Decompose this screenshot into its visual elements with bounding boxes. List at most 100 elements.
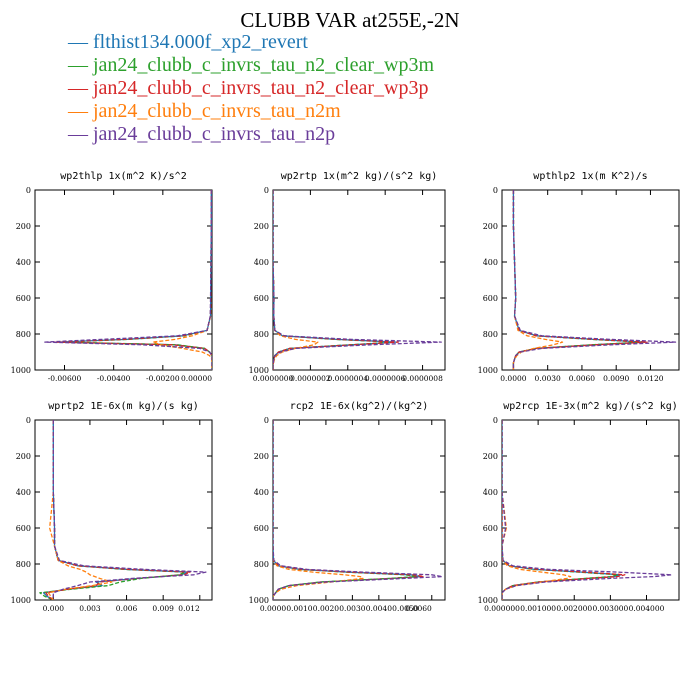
y-tick-label: 600 [483,524,498,533]
chart-title: wprtp2 1E-6x(m kg)/(s kg) [48,401,199,412]
y-tick-label: 600 [16,524,31,533]
series-line [273,420,425,600]
legend-item: — jan24_clubb_c_invrs_tau_n2_clear_wp3m [68,54,435,76]
y-tick-label: 400 [254,488,269,497]
y-tick-label: 0 [493,186,498,195]
chart-panel: wp2rcp 1E-3x(m^2 kg)/(s^2 kg) 0 200 400 600 8… [478,401,680,613]
y-tick-label: 0 [264,186,269,195]
y-tick-label: 400 [483,258,498,267]
x-tick-label: 0.0020 [313,604,339,613]
x-tick-label: 0.0000008 [402,374,443,383]
plot-frame [34,419,213,601]
y-tick-label: 800 [483,560,498,569]
x-tick-label: 0.0060 [569,374,595,383]
x-tick-label: 0.0090 [603,374,629,383]
series-line [42,420,189,600]
series-line [45,420,191,600]
y-tick-label: 0 [26,416,31,425]
plot-frame [501,189,680,371]
x-tick-label: 0.0050 [392,604,418,613]
series-line [512,190,564,370]
x-tick-label: -0.00200 [146,374,180,383]
x-tick-label: 0.0000006 [365,374,406,383]
series-line [39,420,186,600]
series-line [52,420,207,600]
x-tick-label: 0.002000 [556,604,592,613]
y-tick-label: 800 [16,330,31,339]
y-tick-label: 600 [483,294,498,303]
x-tick-label: -0.00400 [97,374,131,383]
y-tick-label: 400 [16,488,31,497]
legend-item: — flthist134.000f_xp2_revert [68,31,308,53]
chart-title: wpthlp2 1x(m K^2)/s [533,171,647,182]
chart-title: wp2thlp 1x(m^2 K)/s^2 [60,171,186,182]
x-tick-label: 0.0000 [500,374,526,383]
chart-panel: wprtp2 1E-6x(m kg)/(s kg) 0 200 400 600 800 10… [11,401,213,613]
series-line [512,190,677,370]
series-line [273,190,319,370]
series-group [44,190,212,370]
y-tick-label: 1000 [249,596,269,605]
series-line [502,420,626,600]
x-tick-label: 0.009 [152,604,174,613]
y-tick-label: 600 [16,294,31,303]
y-tick-label: 0 [26,186,31,195]
y-tick-label: 0 [493,416,498,425]
chart-panel: rcp2 1E-6x(kg^2)/(kg^2) 0 200 400 600 800 1000… [249,401,446,613]
plot-frame [34,189,213,371]
x-tick-label: 0.0120 [637,374,663,383]
legend-item: — jan24_clubb_c_invrs_tau_n2m [68,100,341,122]
series-line [273,420,364,600]
x-tick-label: 0.0030 [339,604,365,613]
y-tick-label: 600 [254,524,269,533]
y-tick-label: 400 [254,258,269,267]
series-line [47,420,113,600]
x-tick-label: 0.0040 [366,604,392,613]
x-tick-label: 0.00000 [181,374,212,383]
y-tick-label: 200 [254,452,269,461]
series-line [502,420,673,600]
series-line [273,190,398,370]
x-tick-label: 0.001000 [520,604,556,613]
x-tick-label: 0.004000 [629,604,665,613]
y-tick-label: 400 [483,488,498,497]
series-group [273,420,444,600]
y-tick-label: 400 [16,258,31,267]
y-tick-label: 600 [254,294,269,303]
chart-title: wp2rcp 1E-3x(m^2 kg)/(s^2 kg) [503,401,678,412]
y-tick-label: 200 [16,222,31,231]
y-tick-label: 1000 [478,596,498,605]
x-tick-label: 0.0000 [260,604,286,613]
x-tick-label: 0.006 [116,604,138,613]
y-tick-label: 800 [16,560,31,569]
chart-title: wp2rtp 1x(m^2 kg)/(s^2 kg) [281,171,438,182]
legend: — flthist134.000f_xp2_revert — jan24_club… [68,31,434,146]
y-tick-label: 200 [16,452,31,461]
series-line [502,420,572,600]
series-line [273,420,417,600]
y-tick-label: 1000 [11,596,31,605]
y-tick-label: 800 [254,330,269,339]
y-tick-label: 1000 [249,366,269,375]
chart-title: rcp2 1E-6x(kg^2)/(kg^2) [290,401,428,412]
legend-item: — jan24_clubb_c_invrs_tau_n2_clear_wp3p [68,77,429,99]
x-tick-label: 0.0000000 [253,374,294,383]
x-tick-label: 0.0030 [535,374,561,383]
x-tick-label: 0.0060 [406,604,432,613]
x-tick-label: 0.012 [178,604,200,613]
y-tick-label: 200 [483,452,498,461]
y-tick-label: 200 [483,222,498,231]
chart-panel: wpthlp2 1x(m K^2)/s020040060080010000.00… [478,171,680,383]
series-group [39,420,207,600]
legend-item: — jan24_clubb_c_invrs_tau_n2p [68,123,336,145]
chart-panel: wp2thlp 1x(m^2 K)/s^2 0 200 400 600 800 1000 -0… [11,171,213,383]
y-tick-label: 200 [254,222,269,231]
x-tick-label: 0.0010 [286,604,312,613]
y-tick-label: 0 [264,416,269,425]
series-group [512,190,677,370]
y-tick-label: 1000 [11,366,31,375]
series-group [502,420,673,600]
x-tick-label: 0.000 [43,604,65,613]
series-line [152,190,212,370]
